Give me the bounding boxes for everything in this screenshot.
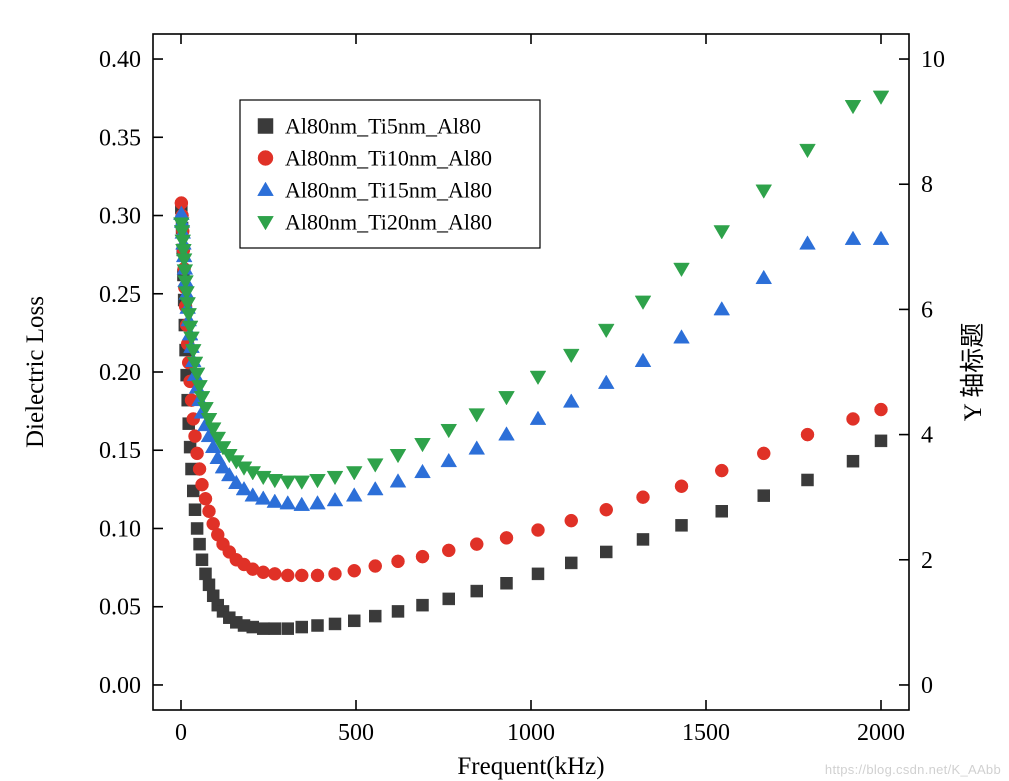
data-marker: [417, 599, 429, 611]
y-right-tick-label: 8: [921, 172, 933, 198]
data-marker: [191, 522, 203, 534]
data-marker: [565, 557, 577, 569]
chart-root: 0 500 1000 1500 2000 Frequent(kHz) 0.00 0.05 0.1…: [0, 0, 1009, 781]
data-marker: [471, 585, 483, 597]
legend-item-label: Al80nm_Ti5nm_Al80: [285, 114, 481, 139]
data-marker: [257, 566, 270, 579]
data-marker: [348, 564, 361, 577]
data-marker: [369, 560, 382, 573]
y-left-tick-label: 0.35: [99, 125, 141, 151]
data-marker: [716, 505, 728, 517]
data-marker: [268, 567, 281, 580]
x-tick-label: 1000: [507, 720, 555, 746]
x-tick-label: 1500: [682, 720, 730, 746]
data-marker: [757, 447, 770, 460]
data-marker: [532, 568, 544, 580]
y-left-axis-title: Dielectric Loss: [22, 296, 49, 448]
data-marker: [329, 618, 341, 630]
y-right-tick-label: 2: [921, 548, 933, 574]
data-marker: [675, 480, 688, 493]
data-marker: [247, 621, 259, 633]
data-marker: [189, 504, 201, 516]
data-marker: [281, 569, 294, 582]
data-marker: [189, 430, 202, 443]
data-marker: [443, 593, 455, 605]
data-marker: [196, 478, 209, 491]
data-marker: [637, 491, 650, 504]
data-marker: [715, 464, 728, 477]
data-marker: [801, 428, 814, 441]
data-marker: [191, 447, 204, 460]
x-axis-title: Frequent(kHz): [457, 753, 604, 780]
data-marker: [311, 569, 324, 582]
data-marker: [196, 554, 208, 566]
data-marker: [203, 505, 216, 518]
data-marker: [257, 623, 269, 635]
data-marker: [193, 463, 206, 476]
y-left-tick-label: 0.00: [99, 673, 141, 699]
data-marker: [194, 538, 206, 550]
data-marker: [758, 490, 770, 502]
data-marker: [269, 623, 281, 635]
data-marker: [392, 555, 405, 568]
data-marker: [676, 519, 688, 531]
data-marker: [565, 514, 578, 527]
data-marker: [200, 568, 212, 580]
x-tick-label: 0: [175, 720, 187, 746]
y-right-axis-title: Y 轴标题: [959, 323, 987, 421]
x-tick-label: 500: [338, 720, 374, 746]
y-right-tick-label: 10: [921, 47, 945, 73]
data-marker: [600, 546, 612, 558]
data-marker: [442, 544, 455, 557]
data-marker: [416, 550, 429, 563]
data-marker: [296, 621, 308, 633]
data-marker: [329, 567, 342, 580]
data-marker: [258, 151, 273, 166]
data-marker: [500, 531, 513, 544]
data-marker: [258, 119, 273, 134]
data-marker: [470, 538, 483, 551]
data-marker: [348, 615, 360, 627]
data-marker: [501, 577, 513, 589]
data-marker: [637, 533, 649, 545]
y-left-tick-label: 0.10: [99, 516, 141, 542]
y-left-tick-label: 0.30: [99, 204, 141, 230]
y-left-tick-label: 0.40: [99, 47, 141, 73]
data-marker: [847, 455, 859, 467]
legend-item-label: Al80nm_Ti10nm_Al80: [285, 146, 492, 171]
data-marker: [532, 524, 545, 537]
y-left-tick-label: 0.25: [99, 282, 141, 308]
data-marker: [203, 579, 215, 591]
y-left-tick-label: 0.20: [99, 360, 141, 386]
y-right-tick-label: 6: [921, 297, 933, 323]
chart-svg: 0 500 1000 1500 2000 Frequent(kHz) 0.00 0.05 0.1…: [0, 0, 1009, 781]
y-left-tick-label: 0.05: [99, 595, 141, 621]
data-marker: [600, 503, 613, 516]
data-marker: [199, 492, 212, 505]
data-marker: [847, 412, 860, 425]
x-tick-label: 2000: [857, 720, 905, 746]
legend-item-label: Al80nm_Ti20nm_Al80: [285, 210, 492, 235]
y-left-tick-label: 0.15: [99, 438, 141, 464]
data-marker: [875, 435, 887, 447]
y-right-tick-label: 0: [921, 673, 933, 699]
legend-item-label: Al80nm_Ti15nm_Al80: [285, 178, 492, 203]
data-marker: [369, 610, 381, 622]
data-marker: [392, 605, 404, 617]
data-marker: [802, 474, 814, 486]
data-marker: [282, 623, 294, 635]
y-right-tick-label: 4: [921, 423, 933, 449]
data-marker: [875, 403, 888, 416]
data-marker: [295, 569, 308, 582]
data-marker: [312, 620, 324, 632]
